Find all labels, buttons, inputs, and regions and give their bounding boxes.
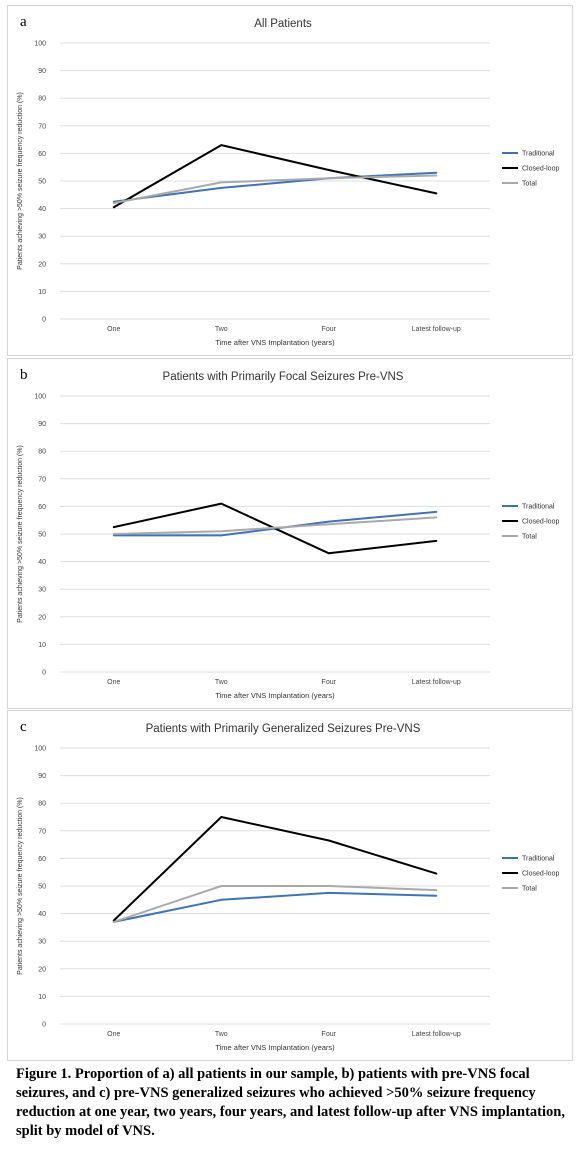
x-axis-label: Time after VNS Implantation (years) xyxy=(215,691,335,700)
y-tick-label: 30 xyxy=(38,234,46,241)
y-tick-label: 40 xyxy=(38,206,46,213)
y-tick-label: 90 xyxy=(38,773,46,780)
y-tick-label: 60 xyxy=(38,856,46,863)
x-tick-label: Latest follow-up xyxy=(412,1031,461,1038)
y-tick-label: 90 xyxy=(38,421,46,428)
x-tick-label: Four xyxy=(322,1031,337,1038)
series-line-total xyxy=(112,885,438,923)
y-tick-label: 70 xyxy=(38,123,46,130)
x-tick-label: Latest follow-up xyxy=(412,326,461,333)
y-tick-label: 20 xyxy=(38,614,46,621)
chart-b: Patients with Primarily Focal Seizures P… xyxy=(17,371,559,700)
legend-label: Closed-loop xyxy=(522,871,559,878)
legend-label: Traditional xyxy=(522,504,555,511)
panel-letter: c xyxy=(20,719,27,735)
chart-a: All Patients 0 10 20 30 40 50 60 70 80 90 100 One Two… xyxy=(17,18,559,347)
y-tick-label: 10 xyxy=(38,642,46,649)
series-line-traditional xyxy=(112,891,438,923)
y-tick-label: 40 xyxy=(38,559,46,566)
x-tick-label: Two xyxy=(215,326,228,333)
y-tick-label: 80 xyxy=(38,449,46,456)
y-tick-label: 0 xyxy=(42,1022,46,1029)
legend-label: Total xyxy=(522,886,537,893)
y-tick-label: 70 xyxy=(38,476,46,483)
y-tick-label: 90 xyxy=(38,68,46,75)
x-axis-label: Time after VNS Implantation (years) xyxy=(215,1043,335,1052)
chart-title: Patients with Primarily Focal Seizures P… xyxy=(163,371,404,383)
series-line-closed-loop xyxy=(112,144,438,209)
chart-panel-b: b Patients with Primarily Focal Seizures… xyxy=(7,358,573,709)
panel-letter: b xyxy=(20,367,28,383)
y-axis-label: Patients achieving >50% seizure frequenc… xyxy=(17,445,24,623)
y-tick-label: 30 xyxy=(38,939,46,946)
y-tick-label: 70 xyxy=(38,828,46,835)
y-tick-label: 10 xyxy=(38,289,46,296)
y-axis-label: Patients achieving >50% seizure frequenc… xyxy=(17,797,24,975)
y-tick-label: 20 xyxy=(38,261,46,268)
y-tick-label: 100 xyxy=(34,394,46,401)
legend-label: Total xyxy=(522,181,537,188)
panel-letter: a xyxy=(20,14,27,30)
legend-label: Traditional xyxy=(522,151,555,158)
y-tick-label: 0 xyxy=(42,670,46,677)
y-tick-label: 50 xyxy=(38,884,46,891)
x-tick-label: One xyxy=(107,679,120,686)
legend-label: Closed-loop xyxy=(522,519,559,526)
x-tick-label: Four xyxy=(322,326,337,333)
chart-title: Patients with Primarily Generalized Seiz… xyxy=(146,723,421,735)
legend-label: Closed-loop xyxy=(522,166,559,173)
y-tick-label: 80 xyxy=(38,96,46,103)
series-line-total xyxy=(112,174,438,205)
x-tick-label: One xyxy=(107,1031,120,1038)
x-tick-label: Two xyxy=(215,679,228,686)
y-tick-label: 60 xyxy=(38,151,46,158)
chart-panel-a: a All Patients 0 10 20 30 40 50 60 70 80 90 100 One T… xyxy=(7,5,573,356)
legend-label: Total xyxy=(522,534,537,541)
x-tick-label: Latest follow-up xyxy=(412,679,461,686)
y-tick-label: 60 xyxy=(38,504,46,511)
y-axis-label: Patients achieving >50% seizure frequenc… xyxy=(17,92,24,270)
chart-c: Patients with Primarily Generalized Seiz… xyxy=(17,723,559,1052)
chart-title: All Patients xyxy=(254,18,312,30)
y-tick-label: 20 xyxy=(38,966,46,973)
y-tick-label: 80 xyxy=(38,801,46,808)
y-tick-label: 30 xyxy=(38,587,46,594)
x-axis-label: Time after VNS Implantation (years) xyxy=(215,338,335,347)
y-tick-label: 0 xyxy=(42,317,46,324)
y-tick-label: 100 xyxy=(34,41,46,48)
series-line-closed-loop xyxy=(112,816,438,922)
series-line-traditional xyxy=(112,171,438,203)
chart-panel-c: c Patients with Primarily Generalized Se… xyxy=(7,710,573,1061)
y-tick-label: 40 xyxy=(38,911,46,918)
y-tick-label: 50 xyxy=(38,179,46,186)
legend-label: Traditional xyxy=(522,856,555,863)
x-tick-label: Two xyxy=(215,1031,228,1038)
y-tick-label: 10 xyxy=(38,994,46,1001)
y-tick-label: 50 xyxy=(38,532,46,539)
y-tick-label: 100 xyxy=(34,746,46,753)
series-line-total xyxy=(112,516,438,535)
x-tick-label: Four xyxy=(322,679,337,686)
x-tick-label: One xyxy=(107,326,120,333)
figure-caption: Figure 1. Proportion of a) all patients … xyxy=(16,1066,565,1139)
